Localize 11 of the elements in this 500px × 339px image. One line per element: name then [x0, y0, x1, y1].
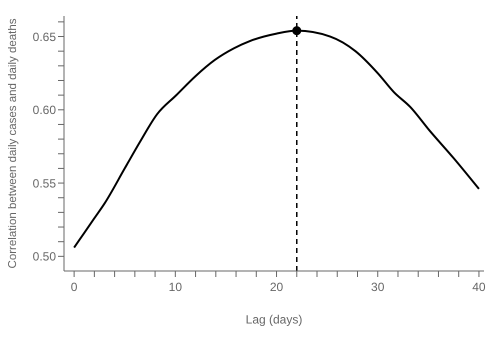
x-tick-label: 10: [168, 280, 182, 294]
x-tick-label: 30: [371, 280, 385, 294]
x-tick-label: 40: [472, 280, 486, 294]
y-tick-label: 0.65: [32, 30, 56, 44]
y-tick-label: 0.60: [32, 103, 56, 118]
x-tick-label: 0: [70, 280, 78, 294]
x-axis-title: Lag (days): [246, 312, 302, 327]
y-axis-title: Correlation between daily cases and daily deaths: [7, 18, 20, 268]
y-tick-label: 0.55: [32, 176, 56, 190]
x-tick-label: 20: [270, 280, 284, 294]
y-tick-label: 0.50: [32, 250, 56, 264]
